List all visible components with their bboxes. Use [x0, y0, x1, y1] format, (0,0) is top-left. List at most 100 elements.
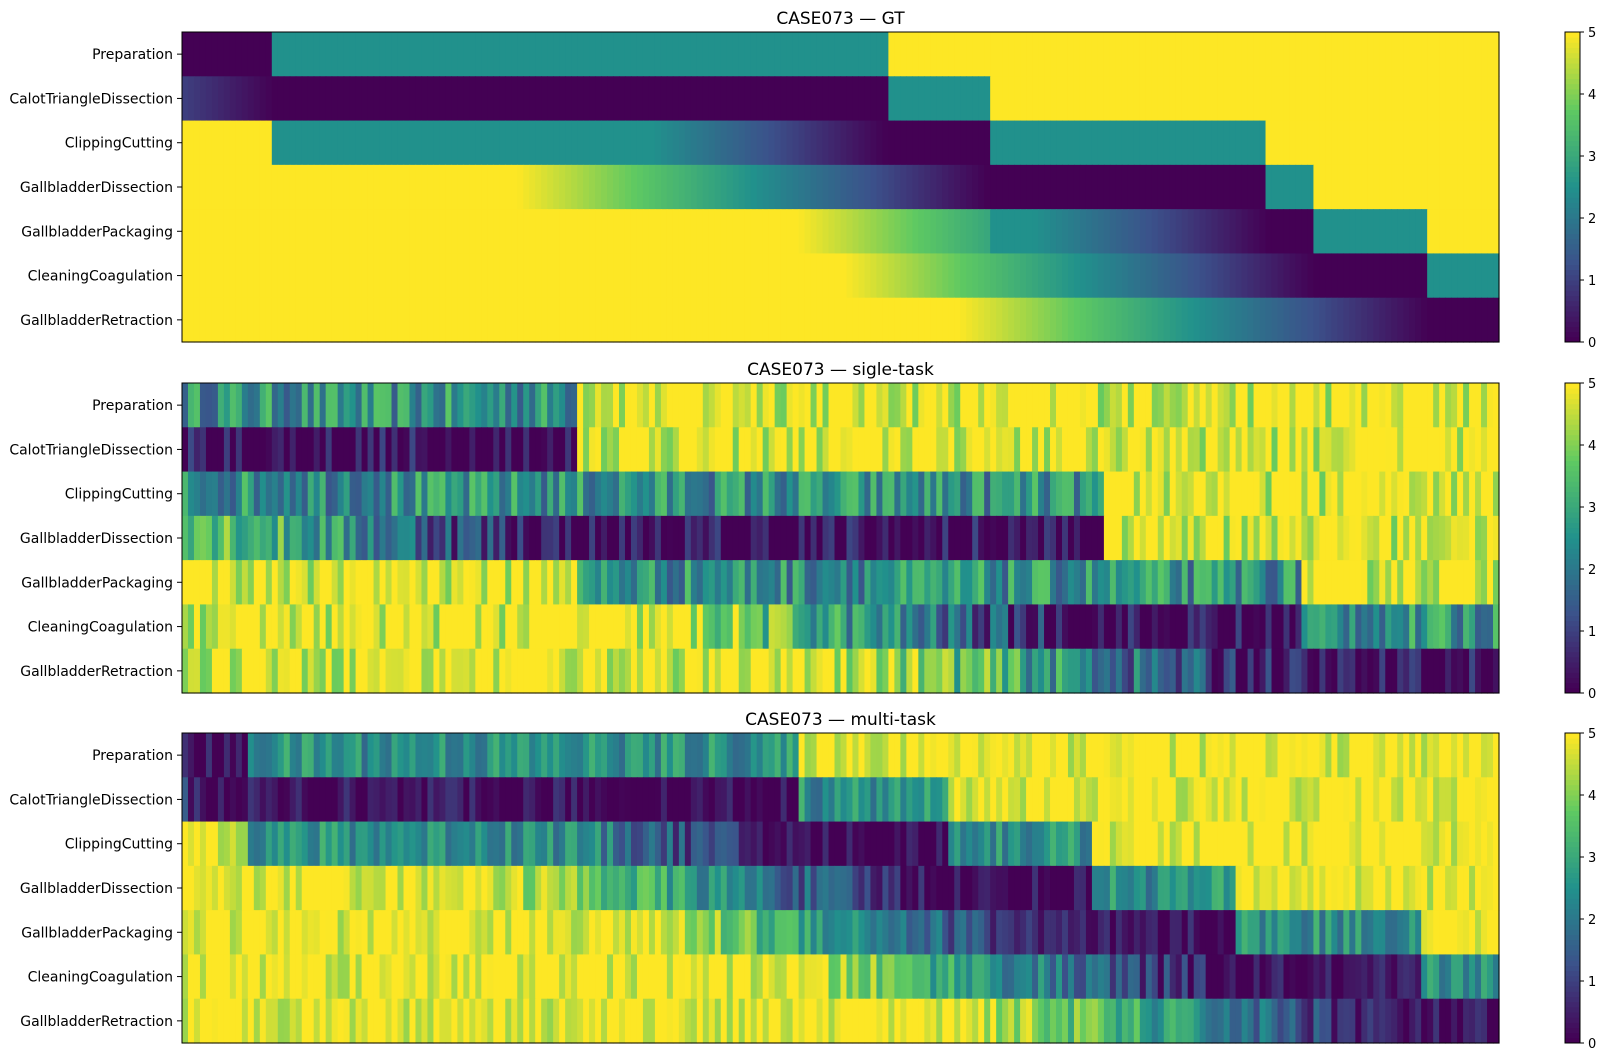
colorbar-swatch: [1565, 393, 1580, 399]
heatmap-cell: [463, 733, 470, 778]
heatmap-cell: [1050, 604, 1057, 650]
heatmap-cell: [553, 777, 560, 823]
heatmap-cell: [1487, 515, 1494, 561]
heatmap-cell: [846, 297, 854, 343]
heatmap-cell: [1121, 427, 1129, 473]
heatmap-cell: [1235, 733, 1243, 778]
heatmap-cell: [1445, 164, 1452, 210]
heatmap-cell: [666, 910, 674, 956]
heatmap-cell: [487, 821, 494, 867]
heatmap-cell: [1187, 471, 1195, 517]
colorbar-swatch: [1565, 558, 1580, 565]
heatmap-cell: [1337, 471, 1344, 517]
heatmap-cell: [331, 120, 339, 166]
heatmap-cell: [1067, 515, 1075, 561]
heatmap-cell: [259, 297, 267, 343]
heatmap-cell: [229, 253, 237, 299]
heatmap-cell: [924, 777, 931, 823]
heatmap-cell: [1469, 383, 1476, 428]
heatmap-cell: [738, 910, 746, 956]
heatmap-cell: [660, 515, 668, 561]
heatmap-cell: [235, 865, 243, 911]
heatmap-cell: [1361, 648, 1368, 694]
heatmap-cell: [265, 32, 273, 77]
heatmap-cell: [1463, 998, 1470, 1044]
heatmap-cell: [894, 76, 901, 122]
heatmap-cell: [1247, 383, 1255, 428]
heatmap-cell: [439, 209, 446, 255]
heatmap-cell: [439, 515, 446, 561]
heatmap-cell: [559, 515, 566, 561]
heatmap-cell: [1385, 209, 1392, 255]
heatmap-cell: [960, 998, 967, 1044]
heatmap-cell: [1229, 297, 1237, 343]
heatmap-cell: [193, 471, 201, 517]
heatmap-cell: [870, 297, 878, 343]
heatmap-cell: [840, 910, 848, 956]
heatmap-cell: [433, 648, 441, 694]
colorbar-swatch: [1565, 419, 1580, 425]
heatmap-cell: [1062, 865, 1069, 911]
heatmap-cell: [624, 560, 632, 606]
heatmap-cell: [505, 733, 512, 778]
heatmap-cell: [283, 777, 291, 823]
heatmap-cell: [343, 471, 351, 517]
heatmap-cell: [984, 821, 991, 867]
heatmap-cell: [990, 253, 997, 299]
heatmap-cell: [1169, 954, 1177, 1000]
heatmap-cell: [1169, 865, 1177, 911]
heatmap-cell: [211, 383, 219, 428]
heatmap-cell: [924, 120, 931, 166]
heatmap-cell: [565, 560, 572, 606]
heatmap-cell: [1050, 733, 1057, 778]
heatmap-cell: [1373, 164, 1380, 210]
heatmap-cell: [840, 515, 848, 561]
heatmap-cell: [726, 383, 734, 428]
heatmap-cell: [205, 120, 213, 166]
heatmap-cell: [1038, 427, 1045, 473]
heatmap-cell: [373, 120, 381, 166]
heatmap-cell: [253, 297, 261, 343]
heatmap-cell: [1313, 427, 1321, 473]
heatmap-cell: [852, 383, 860, 428]
heatmap-cell: [948, 427, 955, 473]
heatmap-cell: [367, 910, 375, 956]
heatmap-cell: [571, 515, 578, 561]
heatmap-cell: [840, 865, 848, 911]
heatmap-cell: [439, 865, 446, 911]
heatmap-cell: [517, 297, 524, 343]
heatmap-cell: [738, 383, 746, 428]
heatmap-cell: [1217, 560, 1225, 606]
heatmap-cell: [1259, 253, 1267, 299]
heatmap-cell: [217, 76, 225, 122]
heatmap-cell: [541, 560, 548, 606]
heatmap-cell: [1181, 515, 1189, 561]
heatmap-cell: [1151, 164, 1159, 210]
y-tick-label: GallbladderDissection: [20, 881, 173, 897]
heatmap-cell: [1301, 954, 1309, 1000]
heatmap-cell: [876, 209, 884, 255]
heatmap-cell: [1331, 604, 1338, 650]
heatmap-cell: [403, 998, 411, 1044]
heatmap-cell: [1337, 120, 1344, 166]
heatmap-cell: [361, 733, 369, 778]
heatmap-cell: [1217, 777, 1225, 823]
heatmap-cell: [828, 32, 836, 77]
heatmap-cell: [541, 209, 548, 255]
heatmap-cell: [1217, 954, 1225, 1000]
heatmap-cell: [313, 253, 321, 299]
heatmap-cell: [990, 76, 997, 122]
colorbar-swatch: [1565, 584, 1580, 591]
heatmap-cell: [714, 821, 722, 867]
heatmap-cell: [1073, 604, 1081, 650]
heatmap-cell: [1085, 733, 1093, 778]
heatmap-cell: [1056, 164, 1063, 210]
heatmap-cell: [1020, 777, 1027, 823]
heatmap-cell: [1385, 120, 1392, 166]
heatmap-cell: [283, 164, 291, 210]
heatmap-cell: [1439, 733, 1446, 778]
heatmap-cell: [792, 910, 800, 956]
heatmap-cell: [595, 515, 602, 561]
heatmap-cell: [852, 910, 860, 956]
heatmap-cell: [433, 777, 441, 823]
